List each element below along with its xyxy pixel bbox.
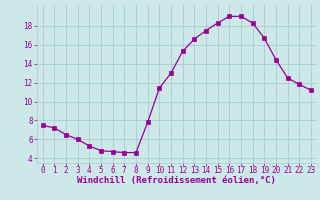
X-axis label: Windchill (Refroidissement éolien,°C): Windchill (Refroidissement éolien,°C) bbox=[77, 176, 276, 185]
